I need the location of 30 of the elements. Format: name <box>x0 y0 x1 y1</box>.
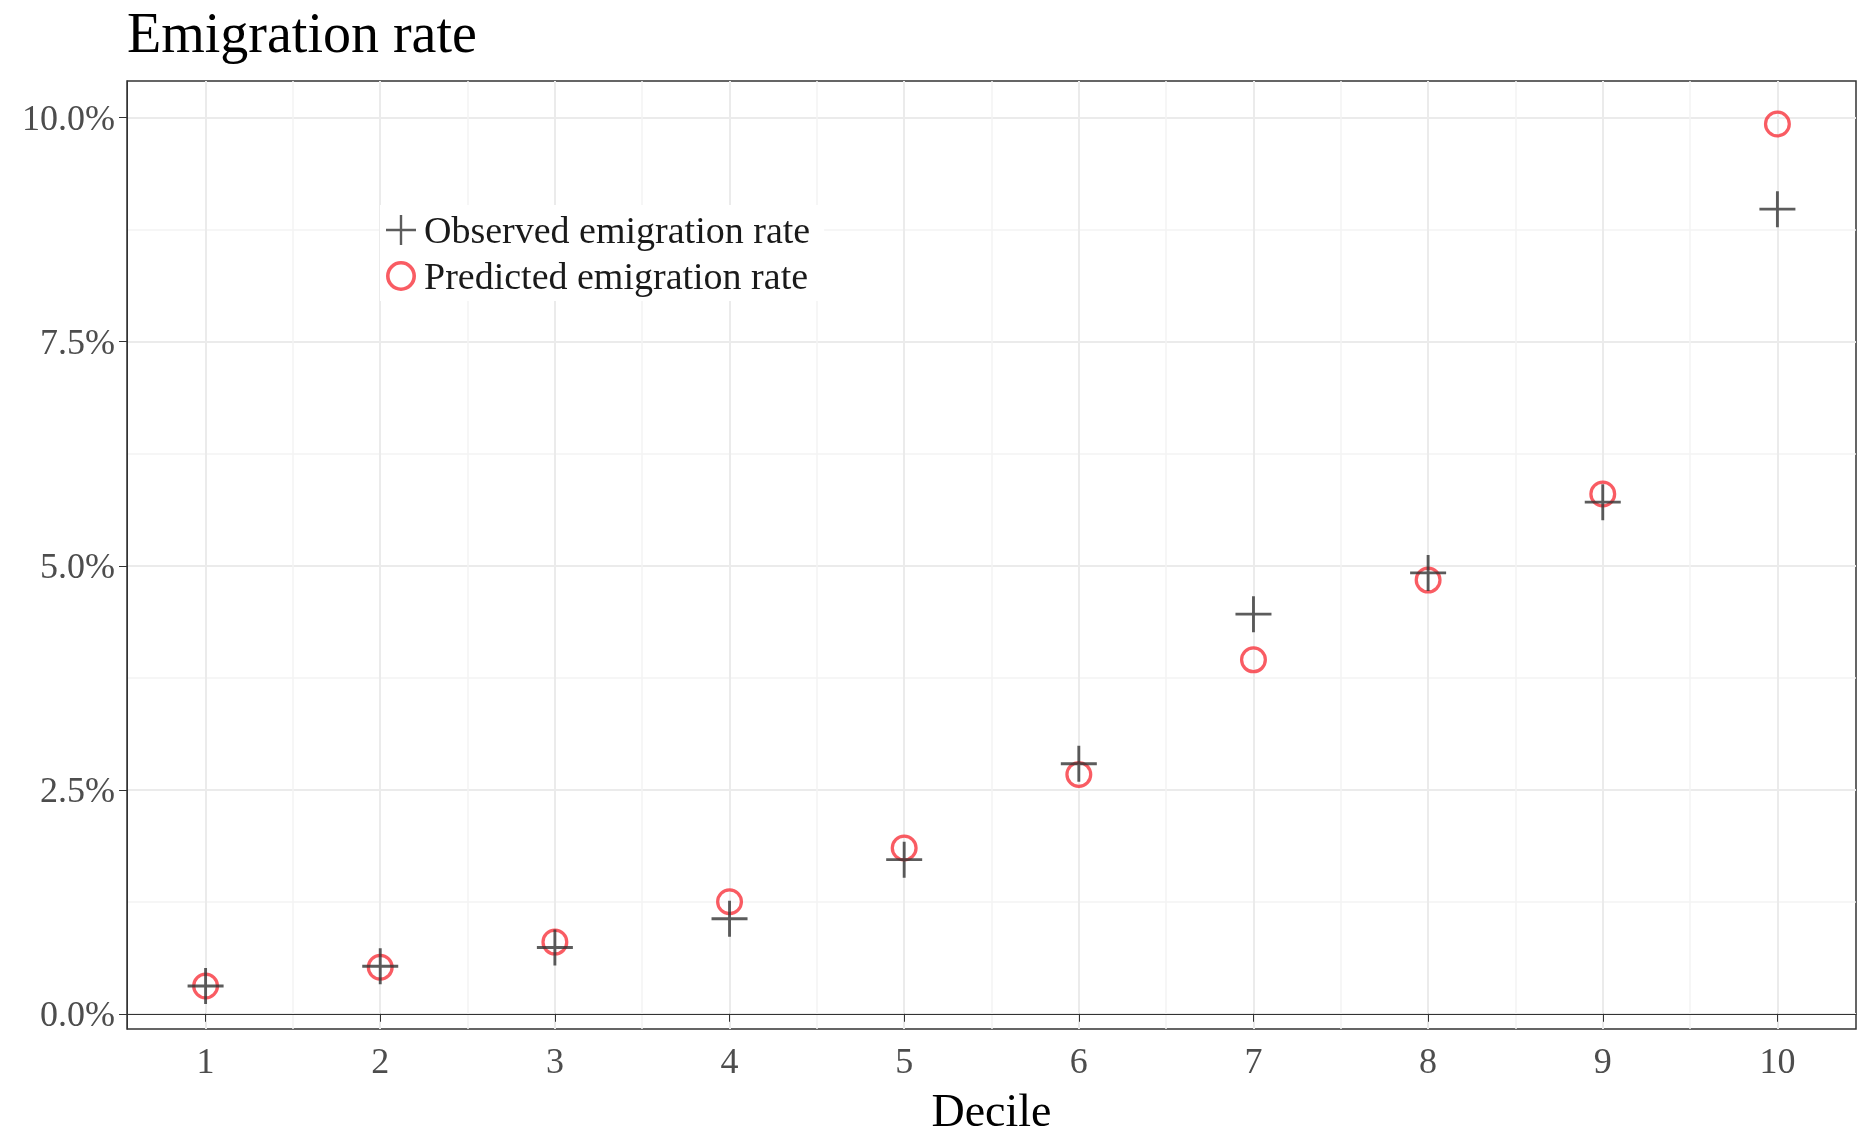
x-tick-label: 10 <box>1759 1041 1796 1081</box>
point <box>1584 484 1621 521</box>
x-axis-title: Decile <box>931 1084 1052 1136</box>
legend-label: Observed emigration rate <box>424 209 811 251</box>
x-tick-label: 1 <box>196 1041 215 1081</box>
point <box>1060 745 1097 782</box>
point <box>1759 191 1796 228</box>
y-tick-label: 2.5% <box>40 769 115 810</box>
y-tick-label: 10.0% <box>22 97 115 138</box>
legend-label: Predicted emigration rate <box>424 255 809 297</box>
point <box>711 900 748 937</box>
point <box>1239 646 1267 674</box>
x-tick-label: 5 <box>895 1041 914 1081</box>
point <box>886 841 923 878</box>
x-tick-label: 4 <box>720 1041 739 1081</box>
x-tick-label: 8 <box>1419 1041 1438 1081</box>
x-tick-label: 2 <box>371 1041 390 1081</box>
chart-title: Emigration rate <box>127 2 477 64</box>
y-tick-label: 7.5% <box>40 321 115 362</box>
x-tick-label: 3 <box>545 1041 564 1081</box>
y-tick-label: 5.0% <box>40 545 115 586</box>
point <box>536 929 573 966</box>
point <box>1235 596 1272 633</box>
y-tick-label: 0.0% <box>40 993 115 1034</box>
x-tick-label: 7 <box>1244 1041 1263 1081</box>
point <box>1410 554 1447 591</box>
x-tick-label: 9 <box>1593 1041 1612 1081</box>
x-tick-label: 6 <box>1069 1041 1088 1081</box>
point <box>1763 110 1791 138</box>
point <box>716 888 744 916</box>
